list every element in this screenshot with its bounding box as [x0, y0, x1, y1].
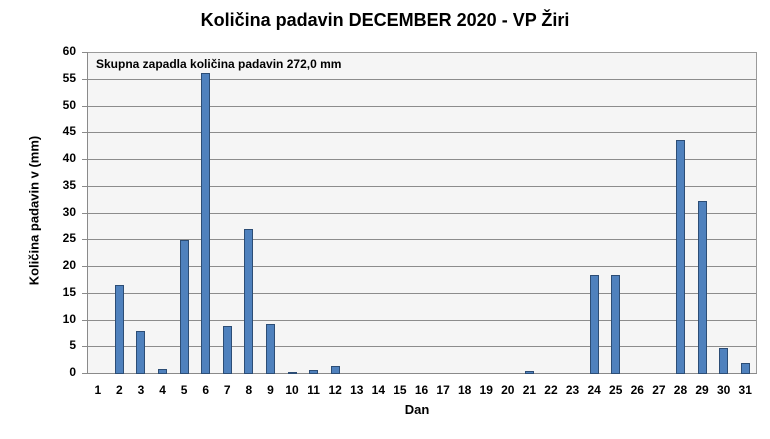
- x-tick-label: 11: [307, 383, 320, 397]
- x-tick-label: 15: [393, 383, 407, 397]
- bar-day-7: [222, 325, 232, 374]
- bar-day-10: [287, 371, 297, 374]
- bar-day-4: [158, 369, 168, 374]
- plot-area: [87, 52, 757, 374]
- chart-title: Količina padavin DECEMBER 2020 - VP Žiri: [200, 10, 570, 30]
- x-tick-label: 27: [652, 383, 666, 397]
- gridline: [87, 346, 756, 348]
- y-tick-mark: [82, 185, 87, 187]
- y-tick-label: 0: [69, 365, 76, 379]
- bar-day-29: [697, 201, 707, 374]
- bar-day-5: [179, 240, 189, 374]
- gridline: [87, 266, 756, 267]
- x-tick-label: 13: [350, 383, 364, 397]
- y-tick-label: 10: [62, 311, 76, 326]
- x-tick-label: 8: [245, 383, 253, 397]
- y-tick-label: 25: [62, 231, 76, 246]
- y-tick-label: 40: [62, 151, 76, 165]
- gridline: [87, 212, 756, 214]
- bar-day-6: [201, 73, 211, 374]
- total-annotation: Skupna zapadla količina padavin 272,0 mm: [96, 57, 342, 71]
- x-tick-label: 25: [609, 383, 623, 397]
- gridline: [87, 78, 756, 80]
- x-tick-label: 16: [414, 383, 429, 397]
- x-tick-label: 29: [695, 383, 709, 397]
- y-tick-label: 15: [62, 284, 76, 299]
- y-axis-line: [87, 52, 88, 374]
- y-tick-label: 30: [62, 204, 76, 219]
- gridline: [87, 319, 756, 321]
- y-tick-mark: [82, 239, 87, 241]
- x-tick-label: 10: [285, 383, 299, 397]
- x-tick-label: 14: [371, 383, 385, 397]
- bar-day-25: [611, 274, 621, 374]
- bar-day-3: [136, 331, 146, 374]
- bar-day-21: [524, 370, 534, 374]
- y-tick-label: 35: [62, 177, 76, 192]
- x-tick-label: 24: [587, 383, 601, 397]
- x-tick-label: 17: [436, 383, 450, 397]
- y-tick-mark: [82, 346, 87, 348]
- x-tick-label: 23: [565, 383, 580, 397]
- bar-day-8: [244, 228, 254, 374]
- y-tick-label: 60: [62, 44, 76, 58]
- bar-day-12: [330, 366, 340, 374]
- bar-day-28: [675, 140, 685, 374]
- bar-day-30: [719, 347, 729, 374]
- y-tick-mark: [82, 132, 87, 134]
- x-tick-label: 30: [716, 383, 731, 397]
- bar-day-11: [309, 370, 319, 374]
- y-tick-label: 5: [69, 338, 76, 353]
- x-tick-label: 9: [267, 383, 274, 397]
- y-tick-mark: [82, 105, 87, 107]
- gridline: [87, 105, 756, 107]
- x-tick-label: 12: [328, 383, 342, 397]
- gridline: [87, 185, 756, 187]
- y-tick-mark: [82, 292, 87, 294]
- gridline: [87, 159, 756, 160]
- y-tick-mark: [82, 78, 87, 80]
- y-tick-mark: [82, 319, 87, 321]
- x-tick-label: 21: [522, 383, 537, 397]
- y-tick-label: 20: [62, 258, 76, 272]
- x-axis-label: Dan: [404, 402, 430, 417]
- x-tick-label: 6: [202, 383, 210, 397]
- x-tick-label: 7: [223, 383, 231, 397]
- x-tick-label: 5: [180, 383, 188, 397]
- x-tick-label: 18: [457, 383, 472, 397]
- gridline: [87, 132, 756, 134]
- y-tick-label: 50: [62, 97, 76, 112]
- gridline: [87, 239, 756, 241]
- x-tick-label: 2: [116, 383, 123, 397]
- x-tick-label: 3: [137, 383, 145, 397]
- y-tick-mark: [82, 159, 87, 160]
- gridline: [87, 292, 756, 294]
- bar-day-9: [265, 323, 275, 374]
- x-tick-label: 22: [544, 383, 558, 397]
- x-tick-label: 20: [501, 383, 515, 397]
- x-tick-label: 19: [479, 383, 493, 397]
- bar-day-2: [114, 285, 124, 374]
- y-tick-mark: [82, 212, 87, 214]
- x-tick-label: 4: [159, 383, 166, 397]
- y-tick-mark: [82, 373, 87, 374]
- x-tick-label: 26: [630, 383, 644, 397]
- bar-day-31: [740, 363, 750, 374]
- y-tick-label: 45: [62, 124, 76, 139]
- x-tick-label: 31: [738, 383, 752, 397]
- x-tick-label: 28: [673, 383, 688, 397]
- y-tick-mark: [82, 52, 87, 53]
- bar-day-24: [589, 274, 599, 374]
- y-tick-mark: [82, 266, 87, 267]
- x-tick-label: 1: [94, 383, 102, 397]
- y-tick-label: 55: [62, 70, 76, 85]
- x-axis-line: [87, 373, 757, 374]
